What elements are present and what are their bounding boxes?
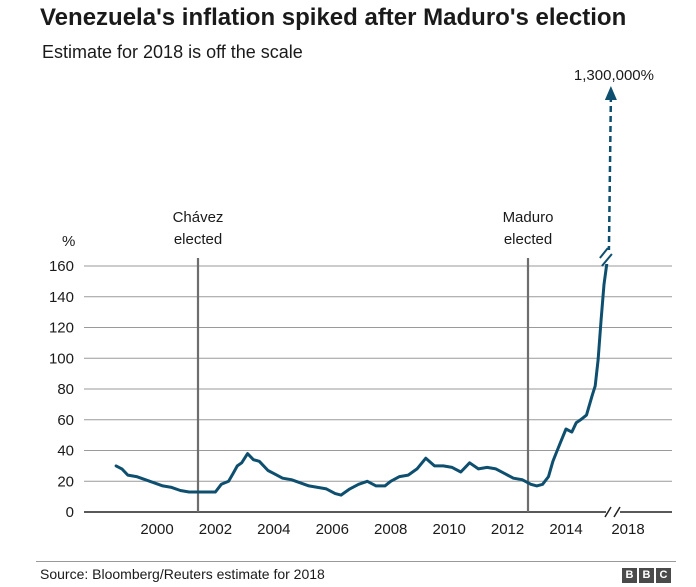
x-axis: 2000 2002 2004 2006 2008 2010 2012 2014 2018 xyxy=(140,506,645,538)
axis-break-mark xyxy=(604,506,612,518)
footer-divider xyxy=(36,561,676,562)
off-scale-value-label: 1,300,000% xyxy=(574,67,654,84)
x-tick-label: 2018 xyxy=(611,521,644,538)
series-break-mark xyxy=(599,247,609,259)
y-tick-label: 40 xyxy=(57,443,74,460)
x-tick-label: 2000 xyxy=(140,521,173,538)
y-tick-label: 80 xyxy=(57,381,74,398)
arrow-head xyxy=(604,86,617,100)
x-tick-label: 2010 xyxy=(432,521,465,538)
x-tick-label: 2008 xyxy=(374,521,407,538)
chart-subtitle: Estimate for 2018 is off the scale xyxy=(42,42,303,62)
y-tick-label: 140 xyxy=(49,289,74,306)
event-label: Chávez xyxy=(173,209,224,226)
y-tick-label: 100 xyxy=(49,350,74,367)
logo-letter: B xyxy=(639,568,654,583)
y-tick-label: 20 xyxy=(57,473,74,490)
event-label: elected xyxy=(504,231,552,248)
off-scale-dashed-line xyxy=(607,95,613,253)
bbc-logo: B B C xyxy=(622,568,671,583)
off-scale-arrow: 1,300,000% xyxy=(574,67,654,267)
logo-letter: B xyxy=(622,568,637,583)
logo-letter: C xyxy=(656,568,671,583)
y-tick-label: 0 xyxy=(66,504,74,521)
event-label: elected xyxy=(174,231,222,248)
y-axis: 0 20 40 60 80 100 120 140 160 xyxy=(49,258,74,521)
y-axis-label: % xyxy=(62,233,75,250)
event-label: Maduro xyxy=(503,209,554,226)
chart-title: Venezuela's inflation spiked after Madur… xyxy=(40,4,627,31)
axis-break-mark xyxy=(613,506,621,518)
source-note: Source: Bloomberg/Reuters estimate for 2… xyxy=(40,566,325,582)
series-break-mark xyxy=(601,253,613,267)
x-tick-label: 2004 xyxy=(257,521,290,538)
y-tick-label: 60 xyxy=(57,412,74,429)
inflation-line-chart: 0 20 40 60 80 100 120 140 160 % 2000 2002 2004 2006… xyxy=(49,67,672,538)
x-tick-label: 2006 xyxy=(316,521,349,538)
series-line-inflation xyxy=(114,261,609,497)
series-layer xyxy=(114,261,609,497)
gridlines xyxy=(84,265,672,513)
event-markers: Chávez elected Maduro elected xyxy=(173,209,554,512)
y-tick-label: 160 xyxy=(49,258,74,275)
x-tick-label: 2012 xyxy=(491,521,524,538)
y-tick-label: 120 xyxy=(49,320,74,337)
x-tick-label: 2002 xyxy=(199,521,232,538)
x-tick-label: 2014 xyxy=(549,521,582,538)
